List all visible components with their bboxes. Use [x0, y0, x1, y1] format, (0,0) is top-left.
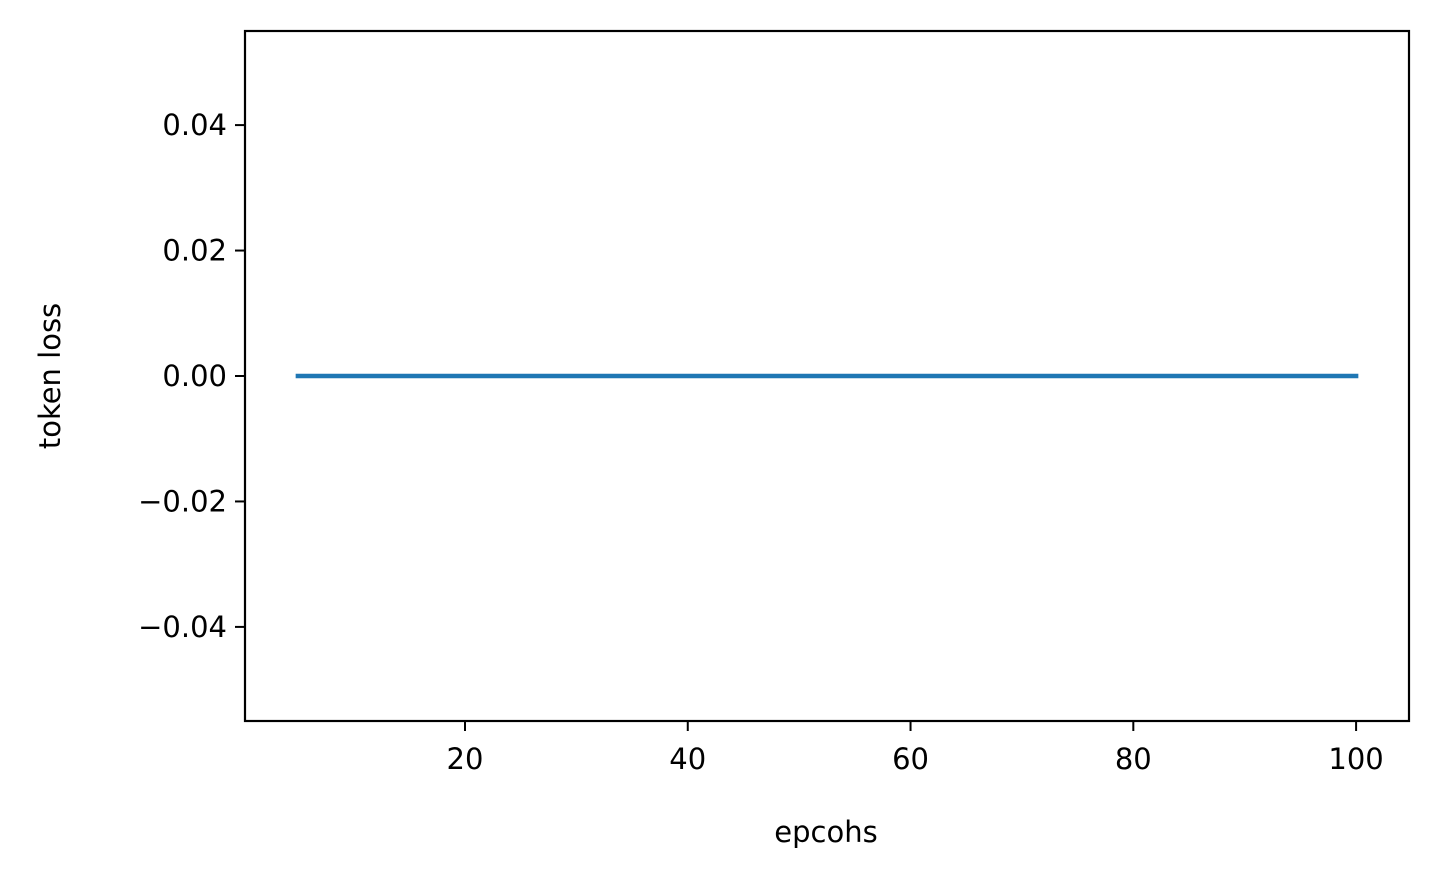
x-axis-title: epcohs	[774, 815, 877, 849]
y-tick-label: 0.02	[162, 234, 227, 268]
x-tick-label: 20	[447, 742, 484, 776]
x-tick-label: 100	[1328, 742, 1383, 776]
x-tick-label: 60	[892, 742, 929, 776]
y-tick-label: 0.04	[162, 108, 227, 142]
x-tick-label: 80	[1115, 742, 1152, 776]
y-axis-title: token loss	[33, 303, 67, 449]
y-tick-label: −0.02	[138, 484, 227, 518]
x-tick-label: 40	[669, 742, 706, 776]
y-axis-ticks: −0.04 −0.02 0.00 0.02 0.04	[138, 108, 245, 644]
x-axis-ticks: 20 40 60 80 100	[447, 721, 1384, 776]
y-tick-label: 0.00	[162, 359, 227, 393]
y-tick-label: −0.04	[138, 610, 227, 644]
